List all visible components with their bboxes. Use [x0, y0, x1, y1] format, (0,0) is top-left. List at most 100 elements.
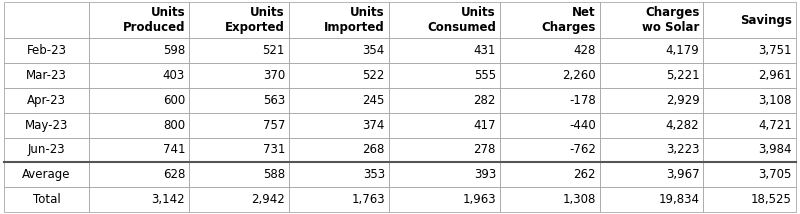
Text: 731: 731 — [262, 143, 285, 156]
Text: 282: 282 — [474, 94, 496, 107]
Bar — [89, 2, 189, 38]
Text: 353: 353 — [362, 168, 385, 181]
Bar — [600, 88, 703, 113]
Text: 1,763: 1,763 — [351, 193, 385, 206]
Text: 2,961: 2,961 — [758, 69, 792, 82]
Text: 268: 268 — [362, 143, 385, 156]
Text: Savings: Savings — [740, 14, 792, 27]
Bar — [389, 162, 500, 187]
Text: 4,179: 4,179 — [666, 44, 699, 57]
Bar — [600, 2, 703, 38]
Bar — [600, 63, 703, 88]
Bar — [389, 187, 500, 212]
Text: 393: 393 — [474, 168, 496, 181]
Text: 431: 431 — [474, 44, 496, 57]
Text: 18,525: 18,525 — [751, 193, 792, 206]
Text: 403: 403 — [162, 69, 185, 82]
Bar — [189, 38, 289, 63]
Bar — [89, 63, 189, 88]
Bar — [500, 88, 600, 113]
Text: 522: 522 — [362, 69, 385, 82]
Text: 3,142: 3,142 — [151, 193, 185, 206]
Bar — [703, 187, 796, 212]
Bar — [389, 113, 500, 138]
Text: 278: 278 — [474, 143, 496, 156]
Bar — [89, 187, 189, 212]
Text: 521: 521 — [262, 44, 285, 57]
Text: 588: 588 — [263, 168, 285, 181]
Bar — [4, 63, 89, 88]
Text: 555: 555 — [474, 69, 496, 82]
Bar — [89, 88, 189, 113]
Bar — [500, 2, 600, 38]
Text: -440: -440 — [569, 119, 596, 132]
Text: 4,282: 4,282 — [666, 119, 699, 132]
Text: 3,223: 3,223 — [666, 143, 699, 156]
Bar — [600, 162, 703, 187]
Text: Charges
wo Solar: Charges wo Solar — [642, 6, 699, 34]
Text: 370: 370 — [262, 69, 285, 82]
Text: 3,984: 3,984 — [758, 143, 792, 156]
Text: 2,929: 2,929 — [666, 94, 699, 107]
Bar — [4, 162, 89, 187]
Bar — [189, 2, 289, 38]
Bar — [500, 63, 600, 88]
Text: 245: 245 — [362, 94, 385, 107]
Text: Units
Produced: Units Produced — [122, 6, 185, 34]
Bar — [389, 38, 500, 63]
Bar — [4, 187, 89, 212]
Bar — [703, 88, 796, 113]
Text: 4,721: 4,721 — [758, 119, 792, 132]
Text: 757: 757 — [262, 119, 285, 132]
Bar — [703, 113, 796, 138]
Bar — [600, 38, 703, 63]
Bar — [703, 162, 796, 187]
Text: Units
Imported: Units Imported — [324, 6, 385, 34]
Bar — [89, 162, 189, 187]
Text: 428: 428 — [574, 44, 596, 57]
Text: -178: -178 — [569, 94, 596, 107]
Text: 1,308: 1,308 — [562, 193, 596, 206]
Text: 262: 262 — [574, 168, 596, 181]
Bar — [289, 38, 389, 63]
Bar — [289, 113, 389, 138]
Bar — [703, 38, 796, 63]
Bar — [189, 187, 289, 212]
Bar — [289, 63, 389, 88]
Text: Net
Charges: Net Charges — [542, 6, 596, 34]
Text: 800: 800 — [163, 119, 185, 132]
Text: Jun-23: Jun-23 — [28, 143, 66, 156]
Text: 354: 354 — [362, 44, 385, 57]
Bar — [389, 88, 500, 113]
Text: 2,942: 2,942 — [251, 193, 285, 206]
Bar — [189, 113, 289, 138]
Text: May-23: May-23 — [25, 119, 68, 132]
Bar — [189, 138, 289, 162]
Text: 600: 600 — [162, 94, 185, 107]
Text: Apr-23: Apr-23 — [27, 94, 66, 107]
Text: Average: Average — [22, 168, 71, 181]
Bar — [500, 187, 600, 212]
Bar — [600, 138, 703, 162]
Bar — [703, 2, 796, 38]
Text: 1,963: 1,963 — [462, 193, 496, 206]
Bar — [600, 187, 703, 212]
Bar — [189, 162, 289, 187]
Text: 19,834: 19,834 — [658, 193, 699, 206]
Text: 2,260: 2,260 — [562, 69, 596, 82]
Text: 3,967: 3,967 — [666, 168, 699, 181]
Bar — [703, 138, 796, 162]
Text: 374: 374 — [362, 119, 385, 132]
Text: 741: 741 — [162, 143, 185, 156]
Bar — [189, 88, 289, 113]
Bar — [89, 113, 189, 138]
Text: 598: 598 — [162, 44, 185, 57]
Text: Feb-23: Feb-23 — [26, 44, 66, 57]
Bar — [289, 138, 389, 162]
Text: Units
Exported: Units Exported — [225, 6, 285, 34]
Bar — [4, 113, 89, 138]
Text: 3,751: 3,751 — [758, 44, 792, 57]
Text: Total: Total — [33, 193, 61, 206]
Bar — [89, 138, 189, 162]
Text: 3,108: 3,108 — [758, 94, 792, 107]
